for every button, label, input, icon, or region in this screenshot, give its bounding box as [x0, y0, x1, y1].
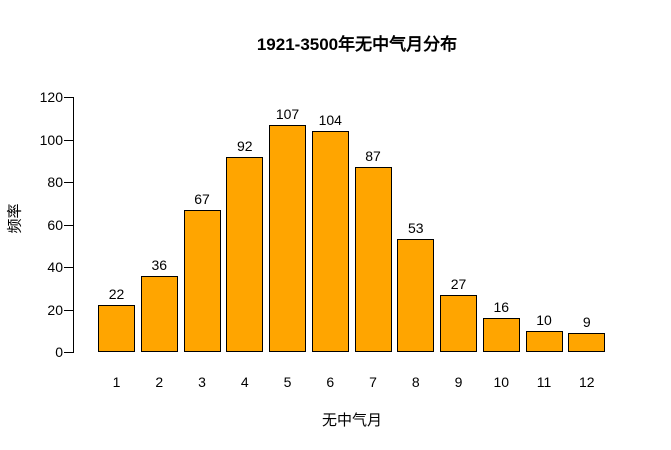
x-axis-tick-label: 8 [411, 374, 420, 390]
bar [311, 131, 349, 352]
x-axis-tick-label: 7 [369, 374, 377, 390]
bar [269, 124, 306, 352]
y-axis-tick-label: 60 [47, 216, 63, 233]
bar-value-label: 27 [450, 275, 467, 292]
bar [482, 318, 520, 352]
y-axis-tick [64, 139, 73, 141]
x-axis-tick-label: 10 [493, 374, 510, 390]
bar-value-label: 10 [536, 311, 552, 328]
y-axis-tick-label: 80 [47, 174, 63, 190]
y-axis-tick [64, 267, 73, 268]
y-axis-tick [64, 182, 73, 183]
x-axis-tick-label: 4 [240, 374, 249, 390]
bar [98, 305, 135, 352]
y-axis-line [73, 96, 74, 353]
bar-value-label: 22 [108, 286, 125, 303]
bar [183, 209, 221, 352]
bar [525, 330, 563, 352]
bar-value-label: 67 [194, 190, 210, 207]
bar-value-label: 87 [365, 148, 381, 165]
y-axis-tick-label: 40 [47, 259, 63, 275]
bar [140, 275, 178, 352]
x-axis-tick-label: 5 [283, 374, 292, 390]
bar-value-label: 107 [275, 105, 300, 122]
bar-value-label: 53 [407, 220, 424, 237]
bar [226, 156, 264, 352]
y-axis-tick [64, 309, 73, 311]
x-axis-tick-label: 9 [454, 374, 463, 390]
y-axis-tick-label: 0 [55, 344, 63, 360]
y-axis-tick [64, 352, 73, 353]
bar-value-label: 36 [151, 256, 168, 273]
bar-value-label: 9 [582, 313, 591, 330]
x-axis-tick-label: 11 [536, 374, 552, 390]
x-axis-tick-label: 6 [326, 374, 335, 390]
x-axis-tick-label: 3 [198, 374, 206, 390]
bar-value-label: 92 [236, 137, 253, 154]
y-axis-tick-label: 100 [39, 131, 63, 148]
y-axis-tick-label: 20 [47, 301, 63, 318]
bar-value-label: 16 [493, 299, 510, 315]
bar [354, 167, 392, 352]
bar-value-label: 104 [318, 112, 342, 128]
x-axis-tick-label: 12 [578, 374, 595, 390]
chart-title: 1921-3500年无中气月分布 [256, 35, 458, 54]
bar [568, 332, 606, 352]
x-axis-tick-label: 2 [155, 374, 164, 390]
y-axis-tick [64, 224, 73, 226]
x-axis-tick-label: 1 [112, 374, 121, 390]
bar [397, 239, 435, 352]
y-axis-tick-label: 120 [39, 89, 63, 105]
y-axis-tick [64, 97, 73, 98]
bar [440, 294, 477, 352]
x-axis-label: 无中气月 [321, 412, 382, 429]
